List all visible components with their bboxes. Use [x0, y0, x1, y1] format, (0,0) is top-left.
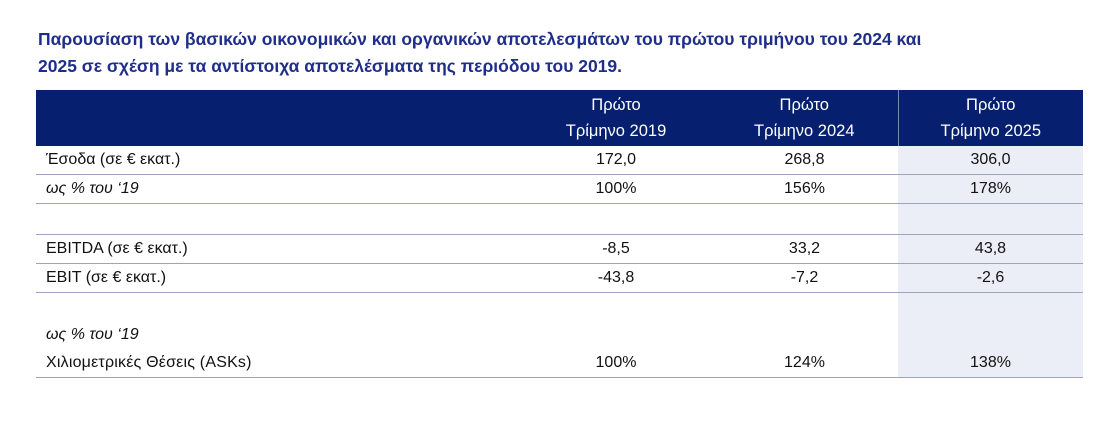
table-row-spacer [36, 292, 1083, 322]
header-q1-2024-line1: Πρώτο [779, 96, 829, 114]
cell-q1-2024: 33,2 [711, 234, 898, 264]
table-header-row: Πρώτο Τρίμηνο 2019 Πρώτο Τρίμηνο 2024 Πρ… [36, 90, 1083, 146]
header-q1-2024-line2: Τρίμηνο 2024 [753, 122, 855, 140]
financial-results-table: Πρώτο Τρίμηνο 2019 Πρώτο Τρίμηνο 2024 Πρ… [36, 90, 1083, 378]
heading-line-1: Παρουσίαση των βασικών οικονομικών και ο… [38, 29, 922, 49]
header-q1-2025-line2: Τρίμηνο 2025 [940, 122, 1042, 140]
cell-q1-2024: 268,8 [711, 146, 898, 175]
spacer-cell [711, 293, 898, 322]
header-q1-2025: Πρώτο Τρίμηνο 2025 [897, 90, 1083, 146]
row-label: ως % του ‘19 [36, 174, 521, 204]
table-row-revenue-pct: ως % του ‘19 100% 156% 178% [36, 174, 1083, 204]
header-q1-2025-line1: Πρώτο [966, 96, 1016, 114]
spacer-cell [521, 203, 711, 235]
cell-q1-2019: 172,0 [521, 146, 711, 175]
page-heading: Παρουσίαση των βασικών οικονομικών και ο… [38, 26, 1108, 80]
cell-q1-2025: -2,6 [898, 263, 1083, 293]
table-row-ebitda: EBITDA (σε € εκατ.) -8,5 33,2 43,8 [36, 234, 1083, 264]
cell-q1-2024: -7,2 [711, 263, 898, 293]
row-label: EBIT (σε € εκατ.) [36, 263, 521, 293]
row-label: ως % του ‘19 [46, 326, 139, 343]
row-label: Χιλιομετρικές Θέσεις (ASKs) [36, 349, 521, 378]
cell-q1-2019: 100% [521, 174, 711, 204]
table-row-spacer [36, 203, 1083, 235]
row-label: Έσοδα (σε € εκατ.) [36, 146, 521, 175]
header-q1-2019-line1: Πρώτο [591, 96, 641, 114]
table-row-revenue: Έσοδα (σε € εκατ.) 172,0 268,8 306,0 [36, 146, 1083, 175]
empty-cell [521, 321, 711, 349]
heading-line-2: 2025 σε σχέση με τα αντίστοιχα αποτελέσμ… [38, 56, 623, 76]
spacer-cell [521, 293, 711, 322]
header-q1-2019-line2: Τρίμηνο 2019 [565, 122, 667, 140]
header-q1-2024: Πρώτο Τρίμηνο 2024 [711, 90, 898, 146]
table-row-asks: Χιλιομετρικές Θέσεις (ASKs) 100% 124% 13… [36, 349, 1083, 378]
cell-q1-2019: -8,5 [521, 234, 711, 264]
cell-q1-2024: 156% [711, 174, 898, 204]
cell-q1-2025: 306,0 [898, 146, 1083, 175]
table-row-asks-pct-heading: ως % του ‘19 [36, 321, 1083, 349]
header-empty-cell [36, 90, 521, 146]
table-row-ebit: EBIT (σε € εκατ.) -43,8 -7,2 -2,6 [36, 263, 1083, 293]
cell-q1-2019: 100% [521, 349, 711, 378]
row-label: EBITDA (σε € εκατ.) [36, 234, 521, 264]
cell-q1-2019: -43,8 [521, 263, 711, 293]
spacer-cell [36, 203, 521, 235]
spacer-cell [36, 293, 521, 322]
header-q1-2019: Πρώτο Τρίμηνο 2019 [521, 90, 711, 146]
cell-q1-2025: 178% [898, 174, 1083, 204]
spacer-cell [898, 292, 1083, 321]
spacer-cell [711, 203, 898, 235]
cell-q1-2025: 138% [898, 349, 1083, 378]
cell-q1-2024: 124% [711, 349, 898, 378]
empty-cell [898, 321, 1083, 349]
empty-cell [711, 321, 898, 349]
cell-q1-2025: 43,8 [898, 234, 1083, 264]
spacer-cell [898, 203, 1083, 235]
